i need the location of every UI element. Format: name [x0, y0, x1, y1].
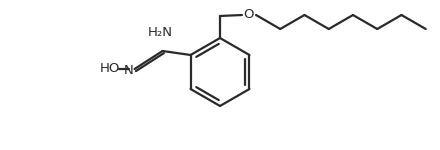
- Text: HO: HO: [99, 63, 120, 75]
- Text: H₂N: H₂N: [148, 27, 173, 39]
- Text: N: N: [124, 63, 134, 76]
- Text: O: O: [243, 9, 253, 21]
